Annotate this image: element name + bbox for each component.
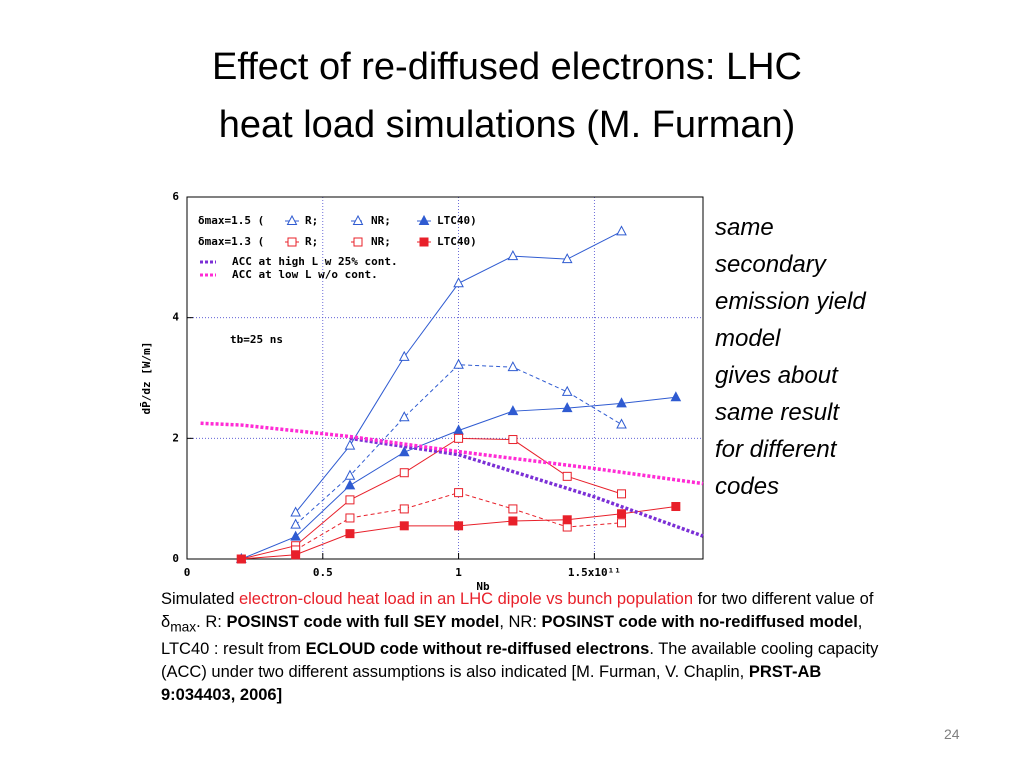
- data-point: [344, 469, 356, 480]
- data-point: [671, 502, 681, 512]
- data-point: [617, 509, 627, 519]
- legend-group-label: δmax=1.5 (: [198, 214, 264, 227]
- data-point: [454, 521, 464, 531]
- side-line: codes: [715, 473, 780, 500]
- caption-segment: , NR:: [499, 613, 542, 631]
- legend-label: LTC40): [437, 214, 477, 227]
- data-point: [399, 521, 409, 531]
- data-point: [454, 488, 464, 498]
- data-point: [236, 554, 246, 564]
- legend-label: LTC40): [437, 235, 477, 248]
- side-line: model: [715, 325, 781, 352]
- x-tick-label: 1: [455, 566, 462, 579]
- title-line: heat load simulations (M. Furman): [218, 104, 796, 146]
- caption-segment: ECLOUD code without re-diffused electron…: [305, 640, 650, 659]
- data-point: [344, 439, 356, 450]
- side-line: emission yield: [715, 288, 866, 315]
- data-point: [561, 385, 573, 396]
- annotation: tb=25 ns: [230, 333, 283, 346]
- y-tick-label: 0: [172, 552, 179, 565]
- legend-marker: [419, 237, 429, 247]
- data-point: [345, 529, 355, 539]
- data-point: [561, 253, 573, 264]
- data-point: [616, 397, 627, 408]
- data-point: [344, 479, 356, 490]
- legend-label: NR;: [371, 214, 391, 227]
- data-point: [399, 504, 409, 514]
- data-point: [507, 250, 519, 261]
- side-line: same: [715, 214, 774, 241]
- data-point: [454, 433, 464, 443]
- title-line: Effect of re-diffused electrons: LHC: [211, 46, 802, 88]
- data-point: [291, 550, 301, 560]
- data-point: [290, 518, 301, 529]
- y-tick-label: 6: [172, 190, 179, 203]
- data-point: [508, 435, 518, 445]
- caption-segment: . The available cooling capacity (ACC) u…: [161, 640, 879, 682]
- legend-label: R;: [305, 235, 318, 248]
- legend-marker: [418, 214, 430, 225]
- data-point: [398, 411, 410, 422]
- legend-group-label: δmax=1.3 (: [198, 235, 264, 248]
- data-point: [507, 361, 519, 372]
- y-axis-label: dP̄/dz [W/m]: [140, 342, 153, 415]
- x-axis-label: Nb: [476, 580, 490, 593]
- legend-label: R;: [305, 214, 318, 227]
- caption-segment: Simulated: [161, 590, 239, 608]
- data-point: [398, 350, 410, 361]
- data-point: [561, 402, 573, 413]
- data-point: [290, 530, 301, 541]
- caption-segment: electron-cloud heat load in an LHC dipol…: [238, 590, 694, 608]
- legend-marker: [352, 214, 364, 225]
- x-tick-label: 1.5x10¹¹: [568, 566, 621, 579]
- series-line: [241, 437, 622, 560]
- plot-frame: [186, 196, 704, 560]
- caption-segment: POSINST code with full SEY model: [226, 613, 500, 631]
- data-point: [670, 391, 682, 402]
- side-line: same result: [715, 399, 840, 426]
- caption-segment: PRST-AB 9:034403, 2006]: [161, 663, 822, 705]
- x-tick-label: 0: [184, 566, 191, 579]
- caption-segment: , LTC40 : result from: [161, 613, 863, 659]
- legend-marker: [286, 214, 298, 225]
- data-point: [345, 495, 355, 505]
- series-line: [349, 436, 704, 538]
- legend-marker: [287, 237, 297, 247]
- data-point: [345, 513, 355, 523]
- page-number: 24: [944, 726, 960, 742]
- caption-segment: for two different value of δ: [161, 590, 874, 631]
- caption-segment: max: [170, 619, 197, 635]
- legend-marker: [353, 237, 363, 247]
- data-point: [507, 405, 519, 416]
- data-point: [616, 225, 627, 236]
- data-point: [453, 277, 464, 288]
- side-line: gives about: [715, 362, 838, 389]
- data-point: [562, 515, 572, 525]
- x-tick-label: 0.5: [313, 566, 333, 579]
- caption-segment: . R:: [196, 613, 227, 631]
- legend-label: NR;: [371, 235, 391, 248]
- y-tick-label: 2: [172, 431, 179, 444]
- data-point: [617, 518, 627, 528]
- side-line: for different: [715, 436, 837, 463]
- legend-label: ACC at high L w 25% cont.: [232, 255, 398, 268]
- y-tick-label: 4: [172, 311, 179, 324]
- data-point: [508, 516, 518, 526]
- data-point: [453, 358, 464, 369]
- data-point: [562, 471, 572, 481]
- data-point: [399, 468, 409, 478]
- caption: Simulated electron-cloud heat load in an…: [161, 588, 891, 707]
- data-point: [508, 504, 518, 514]
- legend-label: ACC at low L w/o cont.: [232, 268, 378, 281]
- caption-segment: POSINST code with no-rediffused model: [541, 613, 858, 631]
- data-point: [616, 418, 627, 429]
- side-line: secondary: [715, 251, 826, 278]
- data-point: [617, 489, 627, 499]
- data-point: [398, 446, 410, 457]
- data-point: [290, 506, 301, 517]
